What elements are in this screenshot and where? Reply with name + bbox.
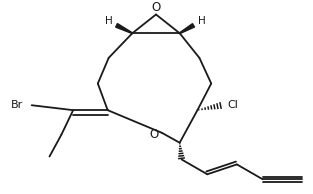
Text: H: H xyxy=(105,16,113,26)
Text: H: H xyxy=(198,16,205,26)
Text: O: O xyxy=(151,1,161,14)
Polygon shape xyxy=(179,24,194,34)
Text: Cl: Cl xyxy=(227,100,238,110)
Text: O: O xyxy=(149,128,159,141)
Text: Br: Br xyxy=(11,100,23,110)
Polygon shape xyxy=(116,24,132,34)
